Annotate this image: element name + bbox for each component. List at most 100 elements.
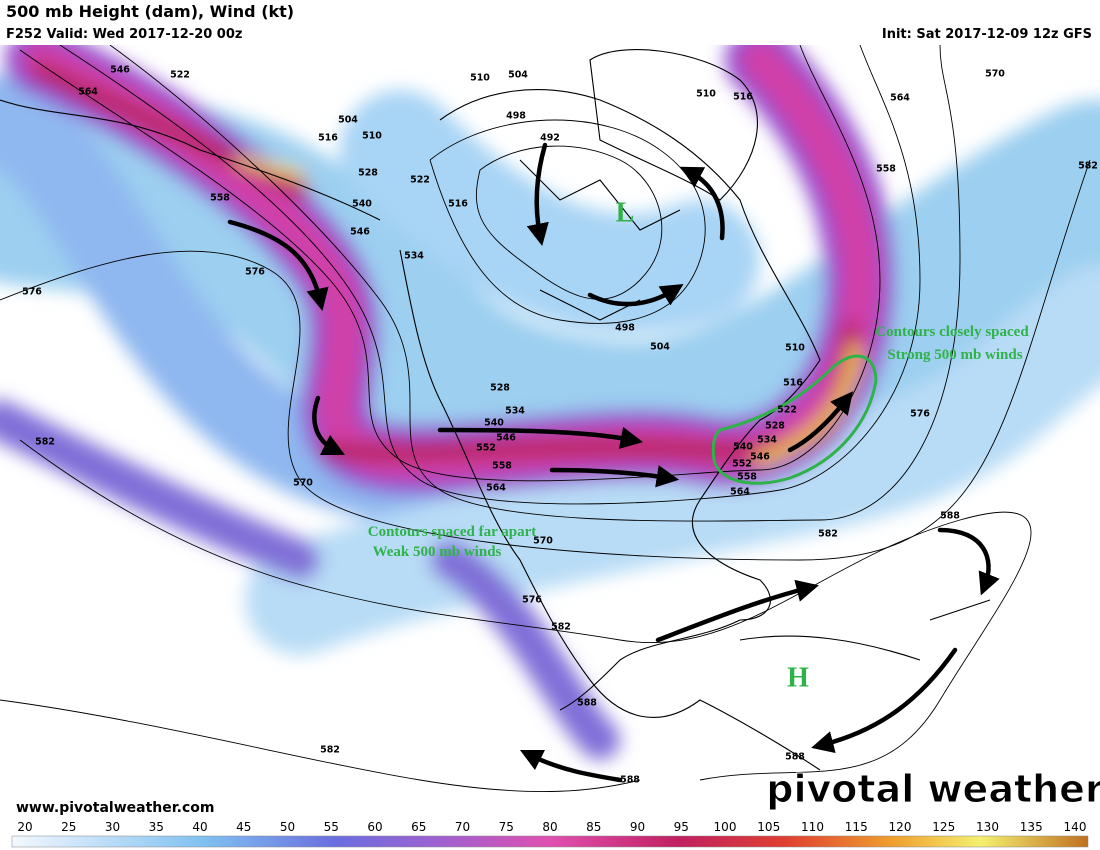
contour-label: 552 bbox=[476, 443, 496, 454]
contour-label: 534 bbox=[404, 251, 424, 262]
colorbar-tick-label: 95 bbox=[674, 820, 689, 834]
contour-label: 558 bbox=[492, 461, 512, 472]
pressure-center: L bbox=[616, 197, 635, 228]
contour-label: 588 bbox=[785, 752, 805, 763]
contour-label: 570 bbox=[293, 478, 313, 489]
colorbar-tick-label: 85 bbox=[586, 820, 601, 834]
contour-label: 582 bbox=[1078, 161, 1098, 172]
colorbar-tick-label: 45 bbox=[236, 820, 251, 834]
contour-label: 546 bbox=[750, 452, 770, 463]
colorbar-tick-label: 70 bbox=[455, 820, 470, 834]
contour-label: 534 bbox=[757, 435, 777, 446]
wind-shading bbox=[0, 25, 1100, 760]
annotation: Strong 500 mb winds bbox=[887, 347, 1022, 363]
colorbar-tick-label: 140 bbox=[1064, 820, 1087, 834]
map-area: 5465645225165045105285225405465585345765… bbox=[0, 25, 1100, 816]
contour-label: 504 bbox=[508, 70, 528, 81]
contour-label: 582 bbox=[551, 622, 571, 633]
annotation: Contours closely spaced bbox=[875, 324, 1029, 340]
contour-label: 492 bbox=[540, 133, 560, 144]
contour-label: 516 bbox=[783, 378, 803, 389]
contour-label: 558 bbox=[210, 193, 230, 204]
contour-label: 516 bbox=[448, 199, 468, 210]
colorbar-tick-label: 40 bbox=[192, 820, 207, 834]
colorbar-tick-label: 60 bbox=[367, 820, 382, 834]
contour-label: 516 bbox=[733, 92, 753, 103]
colorbar-tick-label: 130 bbox=[976, 820, 999, 834]
contour-label: 534 bbox=[505, 406, 525, 417]
contour-label: 528 bbox=[358, 168, 378, 179]
colorbar-tick-label: 75 bbox=[499, 820, 514, 834]
contour-label: 498 bbox=[506, 111, 526, 122]
contour-label: 522 bbox=[170, 70, 190, 81]
contour-label: 570 bbox=[533, 536, 553, 547]
contour-label: 576 bbox=[522, 595, 542, 606]
contour-label: 504 bbox=[338, 115, 358, 126]
pressure-center: H bbox=[787, 662, 809, 693]
contour-label: 576 bbox=[910, 409, 930, 420]
colorbar-tick-label: 55 bbox=[324, 820, 339, 834]
colorbar-tick-label: 25 bbox=[61, 820, 76, 834]
header-band bbox=[0, 0, 1100, 45]
valid-time: F252 Valid: Wed 2017-12-20 00z bbox=[6, 27, 242, 42]
colorbar-tick-label: 135 bbox=[1020, 820, 1043, 834]
colorbar-tick-label: 115 bbox=[845, 820, 868, 834]
colorbar-tick-label: 105 bbox=[757, 820, 780, 834]
colorbar-tick-label: 30 bbox=[105, 820, 120, 834]
flow-arrows bbox=[227, 142, 1000, 783]
colorbar-tick-label: 125 bbox=[932, 820, 955, 834]
contour-label: 522 bbox=[410, 175, 430, 186]
contour-label: 582 bbox=[35, 437, 55, 448]
contour-label: 546 bbox=[350, 227, 370, 238]
contour-label: 564 bbox=[78, 87, 98, 98]
contour-label: 528 bbox=[490, 383, 510, 394]
colorbar-tick-label: 100 bbox=[714, 820, 737, 834]
contour-label: 504 bbox=[650, 342, 670, 353]
annotation: Weak 500 mb winds bbox=[373, 544, 502, 560]
contour-label: 558 bbox=[876, 164, 896, 175]
contour-label: 570 bbox=[985, 69, 1005, 80]
colorbar-tick-label: 50 bbox=[280, 820, 295, 834]
contour-label: 540 bbox=[352, 199, 372, 210]
contour-label: 528 bbox=[765, 421, 785, 432]
map-title: 500 mb Height (dam), Wind (kt) bbox=[6, 2, 294, 21]
colorbar-tick-label: 120 bbox=[889, 820, 912, 834]
contour-label: 576 bbox=[22, 287, 42, 298]
logo: pivotal weather bbox=[766, 767, 1100, 811]
colorbar-tick-label: 35 bbox=[149, 820, 164, 834]
contour-label: 582 bbox=[818, 529, 838, 540]
contour-label: 564 bbox=[890, 93, 910, 104]
contour-label: 510 bbox=[696, 89, 716, 100]
contour-labels: 5465645225165045105285225405465585345765… bbox=[22, 65, 1098, 786]
colorbar-ticks: 20 25 30 35 40 45 50 55 60 65 70 75 80 85 90 95 100 105 11… bbox=[17, 820, 1086, 834]
init-time: Init: Sat 2017-12-09 12z GFS bbox=[882, 27, 1092, 42]
contour-label: 546 bbox=[496, 433, 516, 444]
contour-label: 558 bbox=[737, 472, 757, 483]
contour-label: 564 bbox=[486, 483, 506, 494]
annotation: Contours spaced far apart bbox=[368, 524, 536, 540]
contour-label: 588 bbox=[940, 511, 960, 522]
colorbar-tick-label: 65 bbox=[411, 820, 426, 834]
contour-label: 546 bbox=[110, 65, 130, 76]
contour-label: 510 bbox=[470, 73, 490, 84]
contour-label: 498 bbox=[615, 323, 635, 334]
colorbar-tick-label: 80 bbox=[542, 820, 557, 834]
contour-label: 522 bbox=[777, 405, 797, 416]
coastlines bbox=[0, 49, 991, 771]
highlight-outline bbox=[711, 354, 878, 485]
contour-label: 576 bbox=[245, 267, 265, 278]
contour-label: 588 bbox=[577, 698, 597, 709]
contour-label: 540 bbox=[733, 442, 753, 453]
contour-label: 564 bbox=[730, 487, 750, 498]
colorbar bbox=[11, 835, 1089, 848]
colorbar-tick-label: 20 bbox=[17, 820, 32, 834]
website: www.pivotalweather.com bbox=[16, 800, 215, 816]
contour-label: 510 bbox=[362, 131, 382, 142]
contour-label: 552 bbox=[732, 459, 752, 470]
contour-label: 588 bbox=[620, 775, 640, 786]
contour-label: 510 bbox=[785, 343, 805, 354]
contour-label: 516 bbox=[318, 133, 338, 144]
contour-label: 540 bbox=[484, 418, 504, 429]
contour-label: 582 bbox=[320, 745, 340, 756]
